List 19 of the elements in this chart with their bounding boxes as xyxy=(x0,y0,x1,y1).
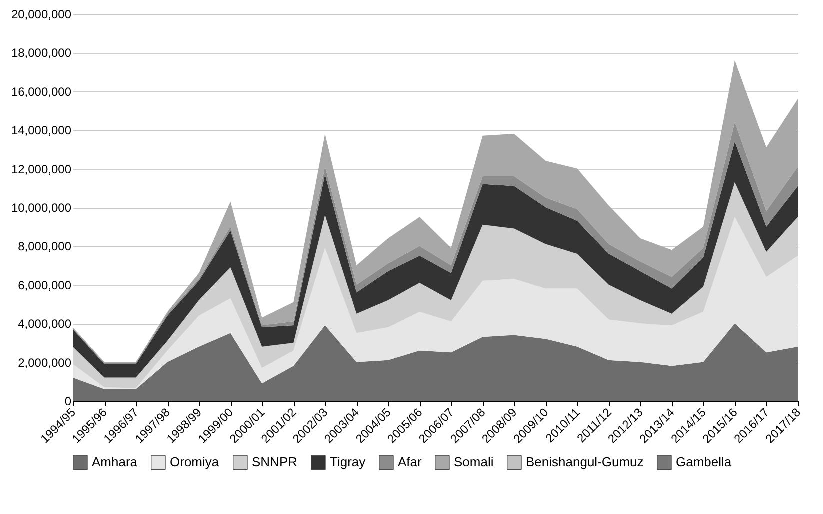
legend-label: Amhara xyxy=(92,454,138,470)
y-tick-label: 2,000,000 xyxy=(18,356,72,370)
y-tick-label: 4,000,000 xyxy=(18,317,72,332)
legend-label: Oromiya xyxy=(170,454,220,470)
y-tick-label: 6,000,000 xyxy=(18,278,72,292)
y-tick-label: 18,000,000 xyxy=(11,46,72,60)
legend-label: Benishangul-Gumuz xyxy=(526,454,644,470)
y-tick-label: 10,000,000 xyxy=(11,201,72,215)
y-tick-label: 14,000,000 xyxy=(11,124,72,138)
legend-label: Afar xyxy=(398,454,423,470)
legend-label: Gambella xyxy=(676,454,732,470)
y-tick-label: 12,000,000 xyxy=(11,162,72,176)
legend-label: Tigray xyxy=(330,454,366,470)
y-tick-label: 0 xyxy=(64,394,72,408)
y-tick-label: 8,000,000 xyxy=(18,240,72,254)
legend-label: SNNPR xyxy=(252,454,298,470)
y-tick-label: 20,000,000 xyxy=(11,8,72,22)
y-tick-label: 16,000,000 xyxy=(11,84,72,99)
legend-label: Somali xyxy=(454,454,494,470)
